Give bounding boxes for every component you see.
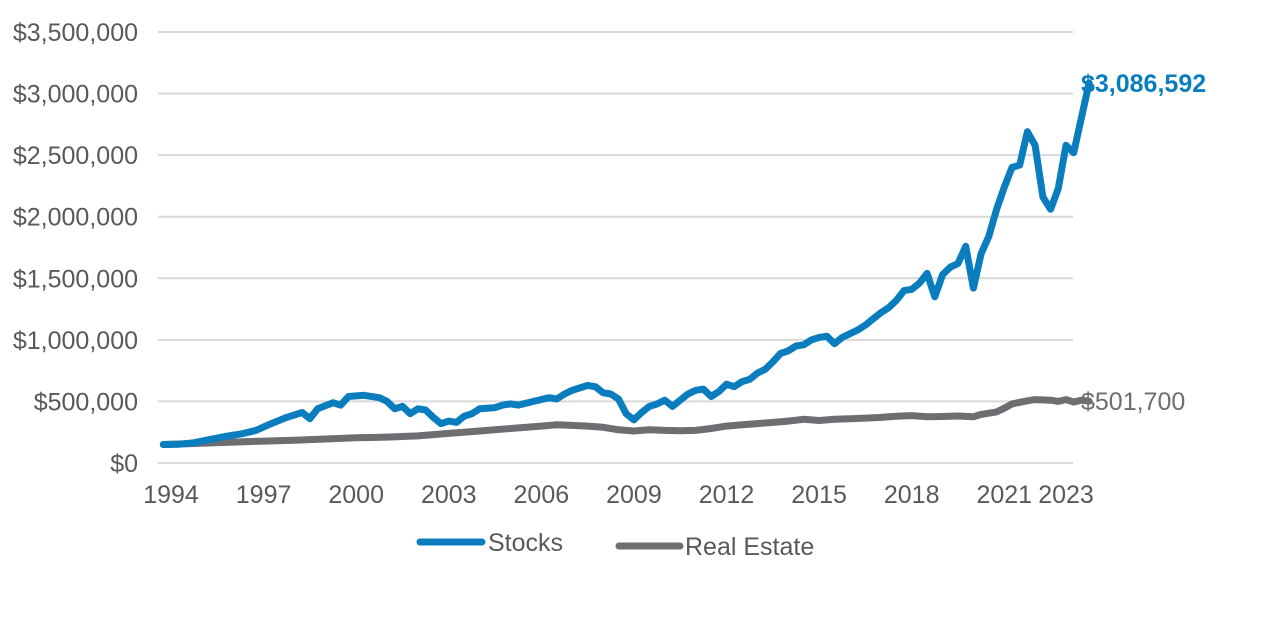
x-tick-label: 1997 bbox=[236, 481, 292, 509]
y-tick-label: $0 bbox=[110, 450, 138, 478]
y-axis-tick-labels: $0 $500,000 $1,000,000 $1,500,000 $2,000,000… bbox=[13, 19, 138, 478]
gridlines bbox=[158, 31, 1073, 464]
y-tick-label: $1,500,000 bbox=[13, 265, 138, 293]
x-tick-label: 2000 bbox=[328, 481, 384, 509]
x-tick-label: 2009 bbox=[606, 481, 662, 509]
legend: Stocks Real Estate bbox=[416, 529, 814, 561]
legend-label-real-estate: Real Estate bbox=[685, 533, 814, 561]
x-axis-tick-labels: 1994 1997 2000 2003 2006 2009 2012 2015 2018 2021… bbox=[143, 481, 1094, 509]
x-tick-label: 2015 bbox=[791, 481, 847, 509]
x-tick-label: 1994 bbox=[143, 481, 199, 509]
series-end-labels: $3,086,592 $501,700 bbox=[1081, 70, 1206, 416]
legend-label-stocks: Stocks bbox=[488, 529, 563, 557]
x-tick-label: 2023 bbox=[1038, 481, 1094, 509]
y-tick-label: $1,000,000 bbox=[13, 327, 138, 355]
series-lines bbox=[159, 79, 1093, 448]
x-tick-label: 2018 bbox=[884, 481, 940, 509]
x-tick-label: 2006 bbox=[514, 481, 570, 509]
y-tick-label: $500,000 bbox=[34, 388, 138, 416]
y-tick-label: $2,000,000 bbox=[13, 204, 138, 232]
series-line-stocks bbox=[159, 79, 1093, 448]
x-tick-label: 2021 bbox=[976, 481, 1032, 509]
y-tick-label: $3,000,000 bbox=[13, 81, 138, 109]
x-tick-label: 2012 bbox=[699, 481, 755, 509]
y-tick-label: $2,500,000 bbox=[13, 142, 138, 170]
end-label-stocks: $3,086,592 bbox=[1081, 70, 1206, 98]
end-label-real-estate: $501,700 bbox=[1081, 388, 1185, 416]
x-tick-label: 2003 bbox=[421, 481, 477, 509]
series-line-real-estate bbox=[159, 396, 1093, 448]
y-tick-label: $3,500,000 bbox=[13, 19, 138, 47]
